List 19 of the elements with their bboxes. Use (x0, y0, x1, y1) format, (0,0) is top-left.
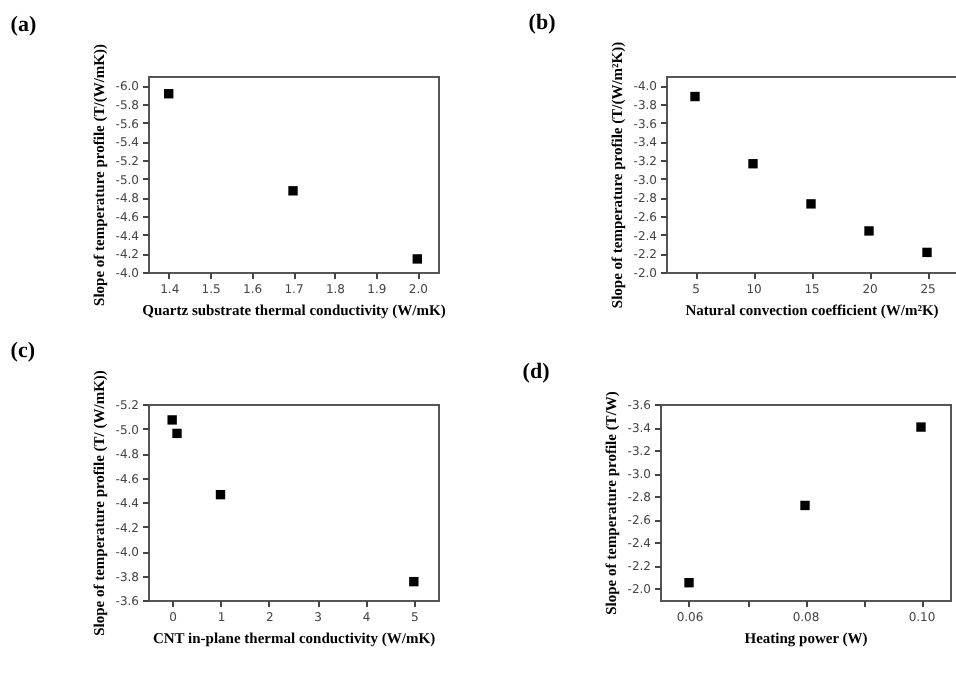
point (916, 422, 926, 432)
chart-title: (d) (522, 360, 551, 385)
point (806, 199, 816, 209)
chart-title: (b) (528, 10, 557, 35)
point (684, 578, 694, 588)
point (409, 576, 419, 587)
point (690, 91, 700, 102)
point (922, 247, 932, 258)
point (748, 159, 758, 169)
point (172, 428, 182, 439)
chart-title: (a) (10, 13, 37, 38)
point (800, 500, 810, 511)
chart-title: (c) (10, 339, 36, 364)
point (215, 489, 226, 500)
point (412, 254, 422, 264)
point (167, 415, 177, 425)
point (288, 186, 298, 196)
point (864, 226, 874, 236)
point (164, 89, 174, 99)
